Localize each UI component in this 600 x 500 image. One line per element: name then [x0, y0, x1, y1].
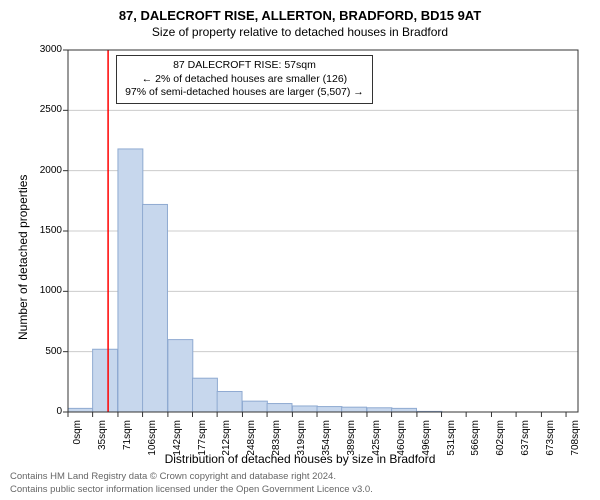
x-tick: 708sqm: [570, 420, 581, 480]
y-tick: 500: [22, 346, 62, 357]
chart-supertitle: 87, DALECROFT RISE, ALLERTON, BRADFORD, …: [0, 0, 600, 23]
footer-line1: Contains HM Land Registry data © Crown c…: [10, 471, 373, 483]
x-tick: 637sqm: [520, 420, 531, 480]
y-tick: 1000: [22, 285, 62, 296]
y-tick: 2000: [22, 165, 62, 176]
x-tick: 460sqm: [396, 420, 407, 480]
histogram-plot: 87 DALECROFT RISE: 57sqm ← 2% of detache…: [68, 50, 578, 412]
chart-canvas: [68, 50, 578, 412]
x-tick: 496sqm: [421, 420, 432, 480]
y-tick: 2500: [22, 104, 62, 115]
y-axis-label: Number of detached properties: [16, 175, 30, 340]
y-tick: 1500: [22, 225, 62, 236]
x-tick: 602sqm: [495, 420, 506, 480]
x-tick: 531sqm: [446, 420, 457, 480]
chart-subtitle: Size of property relative to detached ho…: [0, 23, 600, 39]
x-tick: 673sqm: [545, 420, 556, 480]
footer-line2: Contains public sector information licen…: [10, 484, 373, 496]
attribution-footer: Contains HM Land Registry data © Crown c…: [10, 471, 373, 496]
marker-info-box: 87 DALECROFT RISE: 57sqm ← 2% of detache…: [116, 55, 373, 104]
y-tick: 3000: [22, 44, 62, 55]
y-tick: 0: [22, 406, 62, 417]
infobox-line3: 97% of semi-detached houses are larger (…: [125, 86, 364, 100]
x-tick: 566sqm: [470, 420, 481, 480]
infobox-line1: 87 DALECROFT RISE: 57sqm: [125, 59, 364, 73]
infobox-line2: ← 2% of detached houses are smaller (126…: [125, 73, 364, 87]
